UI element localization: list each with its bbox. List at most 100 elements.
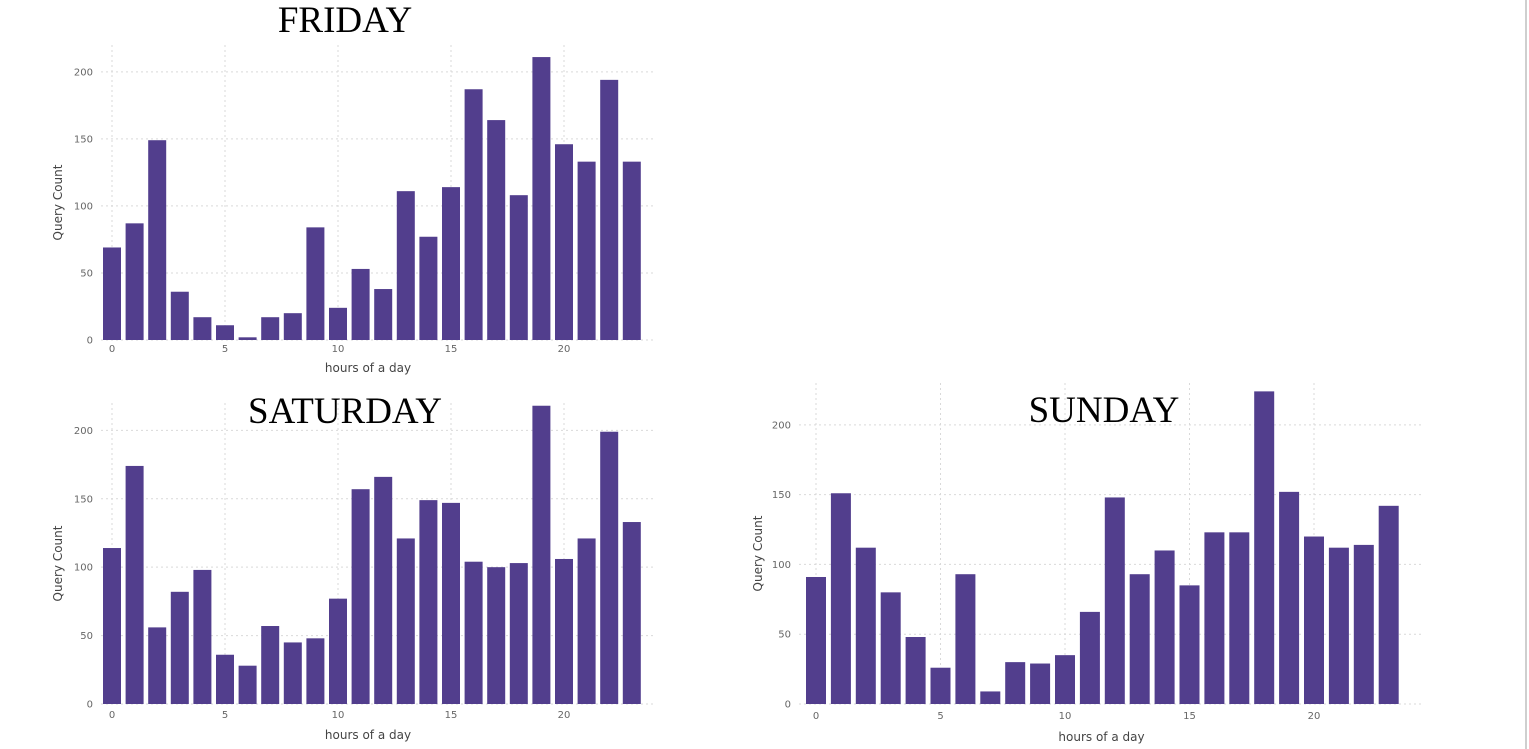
saturday-bar <box>193 569 212 704</box>
friday-bar <box>487 120 506 340</box>
saturday-bar <box>351 489 370 704</box>
friday-bar <box>419 236 438 340</box>
saturday-bar <box>396 538 415 704</box>
sunday-ytick-label: 0 <box>785 700 791 711</box>
saturday-x-axis-label: hours of a day <box>325 728 411 742</box>
friday-chart-title: FRIDAY <box>277 0 413 41</box>
saturday-bar <box>238 665 257 704</box>
sunday-bar <box>1378 505 1399 704</box>
friday-bar <box>216 325 234 340</box>
sunday-xtick-label: 20 <box>1308 711 1321 722</box>
sunday-bar <box>1254 391 1275 704</box>
sunday-bar <box>930 667 951 704</box>
friday-xtick-label: 15 <box>445 344 458 355</box>
sunday-bar <box>1129 574 1150 704</box>
sunday-chart-plot: 0 50 100 150 200 0 5 10 15 20 hours of a day Query … <box>751 383 1424 744</box>
sunday-bar <box>1353 544 1374 704</box>
friday-bar <box>170 291 189 340</box>
sunday-bar <box>1154 550 1175 704</box>
friday-xtick-label: 20 <box>558 344 571 355</box>
sunday-bar <box>1328 547 1349 704</box>
saturday-xtick-label: 10 <box>332 710 345 721</box>
friday-bar <box>193 317 212 340</box>
saturday-bar <box>442 502 460 704</box>
saturday-bar <box>622 522 641 704</box>
friday-bar <box>351 268 370 340</box>
friday-bar <box>532 57 551 341</box>
saturday-bar <box>148 627 167 704</box>
saturday-bar <box>329 598 347 704</box>
friday-bar <box>329 307 347 340</box>
friday-bar <box>125 223 144 340</box>
sunday-y-axis-label: Query Count <box>751 515 765 591</box>
friday-ytick-label: 100 <box>74 201 93 212</box>
friday-ytick-label: 0 <box>87 336 93 347</box>
friday-chart-plot: 0 50 100 150 200 0 5 10 15 20 hours of a day Query … <box>51 45 655 375</box>
saturday-ytick-label: 50 <box>80 631 93 642</box>
saturday-ytick-label: 100 <box>74 563 93 574</box>
friday-xtick-label: 10 <box>332 344 345 355</box>
saturday-ytick-label: 150 <box>74 494 93 505</box>
friday-ytick-label: 50 <box>80 268 93 279</box>
friday-y-axis-label: Query Count <box>51 164 65 240</box>
sunday-bar <box>1005 662 1026 704</box>
friday-bar <box>306 227 325 340</box>
sunday-bar <box>830 493 851 704</box>
saturday-chart-title: SATURDAY <box>248 391 442 432</box>
saturday-bar <box>577 538 596 704</box>
saturday-xtick-label: 15 <box>445 710 458 721</box>
friday-bar <box>464 89 483 340</box>
saturday-bar <box>555 558 573 704</box>
sunday-bar <box>1055 655 1075 704</box>
sunday-bar <box>1104 497 1125 704</box>
friday-bar <box>103 247 121 340</box>
saturday-bar <box>103 548 121 704</box>
saturday-xtick-label: 5 <box>222 710 228 721</box>
sunday-bar <box>1204 532 1225 704</box>
saturday-chart: 0 50 100 150 200 0 5 10 15 20 hours of a day Query … <box>50 388 670 749</box>
saturday-ytick-label: 0 <box>87 700 93 711</box>
sunday-bar <box>905 637 926 704</box>
saturday-xtick-label: 20 <box>558 710 571 721</box>
saturday-bar <box>125 465 144 704</box>
saturday-bar <box>374 476 393 704</box>
saturday-bar <box>283 642 302 704</box>
window-edge-divider <box>1525 0 1527 749</box>
friday-xtick-label: 0 <box>109 344 115 355</box>
sunday-xtick-label: 5 <box>937 711 943 722</box>
sunday-ytick-label: 150 <box>772 490 791 501</box>
friday-bar <box>261 317 280 340</box>
saturday-bar <box>216 654 234 704</box>
friday-bar <box>509 195 528 340</box>
friday-bar <box>600 79 619 340</box>
sunday-bar <box>1279 491 1300 704</box>
sunday-ytick-label: 200 <box>772 420 791 431</box>
sunday-ytick-label: 100 <box>772 560 791 571</box>
sunday-chart-title: SUNDAY <box>1028 390 1180 431</box>
sunday-bar <box>1030 663 1051 704</box>
friday-bar <box>555 144 573 340</box>
sunday-bar <box>1179 585 1200 704</box>
saturday-bar <box>170 591 189 704</box>
friday-bar <box>374 289 393 340</box>
sunday-bar <box>955 574 976 704</box>
sunday-xtick-label: 0 <box>813 711 819 722</box>
friday-bar <box>148 140 167 340</box>
saturday-bar <box>532 405 551 704</box>
friday-bar <box>622 161 641 340</box>
saturday-bar <box>600 431 619 704</box>
sunday-bar <box>806 576 826 704</box>
sunday-x-axis-label: hours of a day <box>1058 730 1144 744</box>
saturday-xtick-label: 0 <box>109 710 115 721</box>
friday-bar <box>283 313 302 340</box>
saturday-y-axis-label: Query Count <box>51 525 65 601</box>
friday-bar <box>396 191 415 340</box>
friday-x-axis-label: hours of a day <box>325 361 411 375</box>
friday-bar <box>577 161 596 340</box>
saturday-bar <box>261 626 280 704</box>
friday-ytick-label: 150 <box>74 134 93 145</box>
friday-bar <box>238 337 257 340</box>
saturday-bar <box>419 500 438 704</box>
sunday-bar <box>1229 532 1250 704</box>
sunday-ytick-label: 50 <box>778 630 791 641</box>
